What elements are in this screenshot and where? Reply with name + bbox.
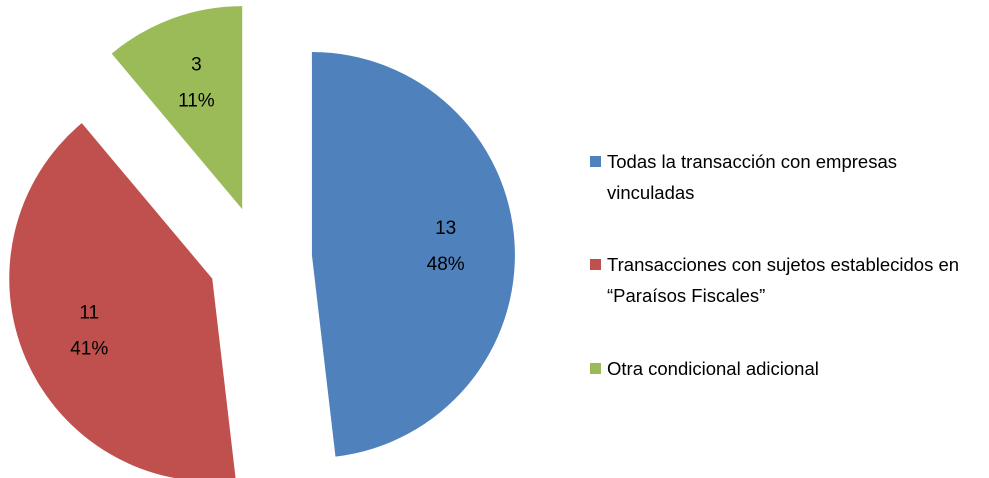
legend-swatch: [590, 259, 601, 270]
pie-slice: [311, 51, 515, 457]
value-label: 13: [435, 218, 456, 239]
legend-swatch: [590, 156, 601, 167]
legend-label: Otra condicional adicional: [607, 358, 819, 379]
legend-item: Todas la transacción con empresas vincul…: [590, 146, 985, 208]
legend-label: Todas la transacción con empresas vincul…: [607, 151, 897, 203]
legend-swatch: [590, 363, 601, 374]
pie-slice: [9, 123, 236, 478]
legend-item: Otra condicional adicional: [590, 353, 985, 384]
pie-slice: [111, 6, 243, 210]
legend-item: Transacciones con sujetos establecidos e…: [590, 249, 985, 311]
value-label: 11: [79, 303, 99, 324]
legend-label: Transacciones con sujetos establecidos e…: [607, 254, 960, 306]
pie-area: 13 48% 11 41% 3 11%: [9, 6, 515, 478]
value-label: 3: [191, 54, 202, 75]
percent-label: 41%: [70, 339, 108, 360]
percent-label: 48%: [427, 254, 465, 275]
percent-label: 11%: [178, 90, 215, 111]
